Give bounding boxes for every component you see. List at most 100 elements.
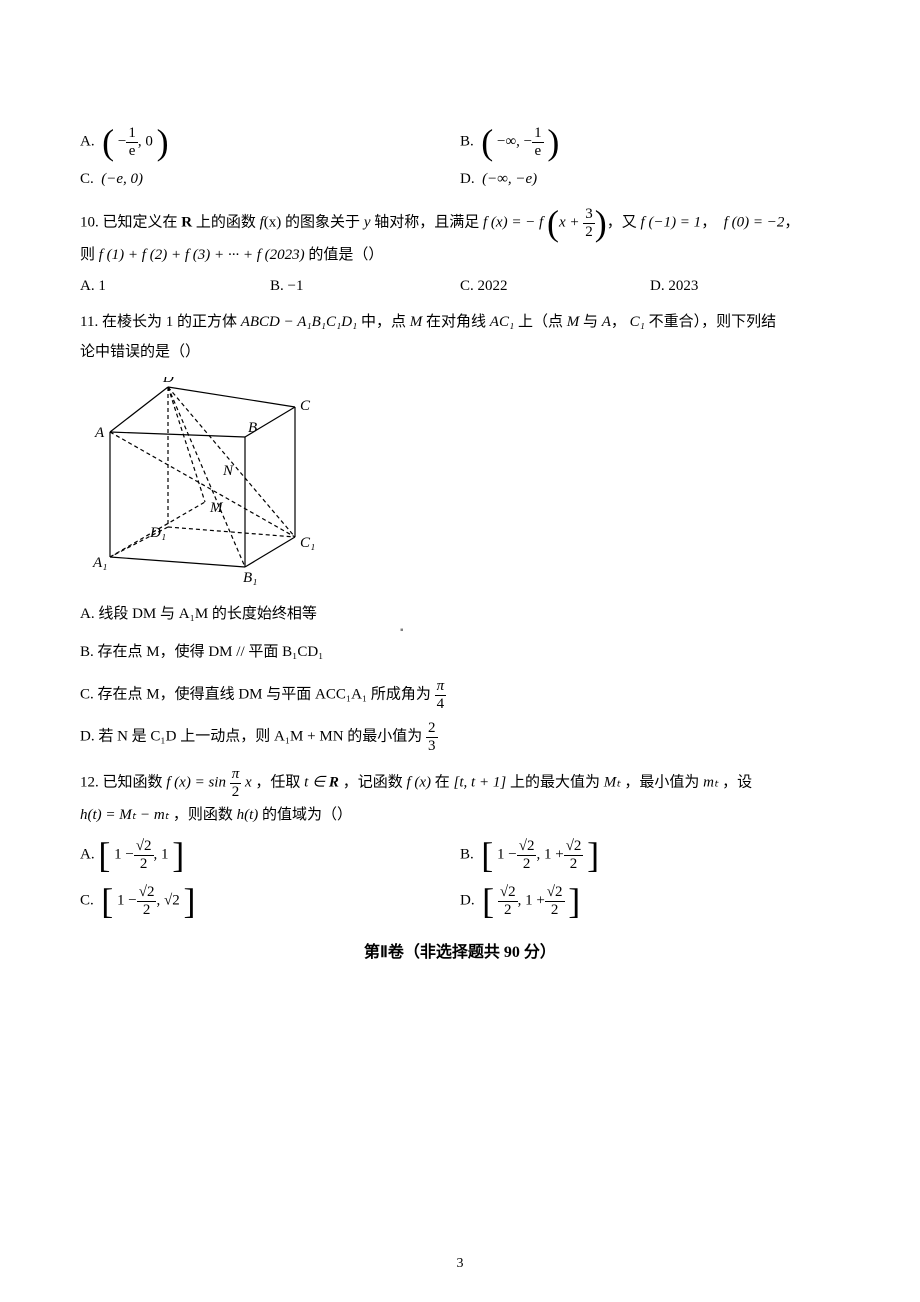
- q10-opt-c: C. 2022: [460, 278, 650, 295]
- q10-options: A. 1 B. −1 C. 2022 D. 2023: [80, 278, 840, 295]
- t2: 上的函数: [196, 214, 256, 230]
- t3: 的图象关于: [285, 214, 360, 230]
- t1: 已知函数: [103, 774, 163, 790]
- t4: 上（点: [518, 314, 563, 330]
- xp: (x): [264, 214, 282, 230]
- R: R: [181, 214, 192, 230]
- c2: f (0) = −2: [724, 214, 785, 230]
- label: D.: [460, 171, 475, 187]
- q9-opt-b: B. ( −∞, −1e ): [460, 125, 840, 159]
- paren-right: ): [547, 128, 559, 157]
- label: C.: [80, 171, 94, 187]
- t9: 的值域为（）: [262, 807, 352, 823]
- t2: 中，点: [361, 314, 406, 330]
- neg: −: [118, 133, 126, 149]
- q9-row-cd: C. (−e, 0) D. (−∞, −e): [80, 171, 840, 188]
- section-2-title: 第Ⅱ卷（非选择题共 90 分）: [80, 938, 840, 962]
- q12-row-cd: C. [ 1 −√22, √2 ] D. [ √22, 1 +√22 ]: [80, 884, 840, 918]
- frac: π2: [230, 766, 242, 800]
- paren-right: ): [157, 128, 169, 157]
- t7: ，设: [722, 774, 752, 790]
- q9-opt-d: D. (−∞, −e): [460, 171, 840, 188]
- mt: mₜ: [703, 774, 718, 790]
- t9: 的值是（）: [308, 247, 383, 263]
- q12-stem: 12. 已知函数 f (x) = sin π2 x ，任取 t ∈ R ，记函数…: [80, 766, 840, 830]
- q9-opt-a: A. ( −1e, 0 ): [80, 125, 460, 159]
- q9-opt-c: C. (−e, 0): [80, 171, 460, 188]
- t1: 已知定义在: [103, 214, 178, 230]
- frac: 32: [583, 206, 595, 240]
- y: y: [364, 214, 371, 230]
- pl: (: [547, 209, 559, 238]
- q11-opt-b: B. 存在点 M，使得 DM // 平面 B₁CD₁: [80, 640, 840, 664]
- sum: f (1) + f (2) + f (3) + ··· + f (2023): [99, 247, 305, 263]
- expr: (−e, 0): [101, 171, 143, 187]
- t5: ，又: [607, 214, 637, 230]
- t7: ，: [784, 214, 799, 230]
- t4: 轴对称，且满足: [374, 214, 479, 230]
- M: M: [410, 314, 423, 330]
- diag: AC₁: [490, 314, 514, 330]
- q9-row-ab: A. ( −1e, 0 ) B. ( −∞, −1e ): [80, 125, 840, 159]
- q11-stem: 11. 在棱长为 1 的正方体 ABCD − A₁B₁C₁D₁ 中，点 M 在对…: [80, 307, 840, 367]
- t3: 在对角线: [426, 314, 486, 330]
- q12-opt-c: C. [ 1 −√22, √2 ]: [80, 884, 460, 918]
- num: 11.: [80, 314, 98, 330]
- q12-opt-d: D. [ √22, 1 +√22 ]: [460, 884, 840, 918]
- cube: ABCD − A₁B₁C₁D₁: [241, 314, 358, 330]
- t5: 与: [583, 314, 598, 330]
- svg-text:N: N: [222, 463, 234, 479]
- t3: ，记函数: [343, 774, 403, 790]
- svg-text:A: A: [94, 425, 105, 441]
- q10-opt-d: D. 2023: [650, 278, 840, 295]
- t2: ，任取: [255, 774, 300, 790]
- t8: ，则函数: [173, 807, 233, 823]
- prefix: −∞, −: [497, 133, 532, 149]
- C1: C₁: [630, 314, 645, 330]
- t1: 在棱长为 1 的正方体: [102, 314, 237, 330]
- label: A.: [80, 133, 95, 149]
- q10-opt-b: B. −1: [270, 278, 460, 295]
- expr: (−∞, −e): [482, 171, 537, 187]
- c1: f (−1) = 1: [641, 214, 702, 230]
- t6: ，最小值为: [624, 774, 699, 790]
- q11-opt-a: A. 线段 DM 与 A₁M 的长度始终相等: [80, 602, 840, 626]
- paren-left: (: [102, 128, 114, 157]
- tR: t ∈ R: [304, 774, 339, 790]
- svg-text:D₁: D₁: [149, 525, 166, 541]
- cube-svg: DCABNMD₁A₁B₁C₁: [90, 377, 330, 587]
- lhs: f (x) = − f: [483, 214, 543, 230]
- svg-text:D: D: [162, 377, 174, 386]
- suffix: , 0: [138, 133, 153, 149]
- frac: 1e: [126, 125, 138, 159]
- svg-text:M: M: [209, 500, 224, 516]
- q12-opt-a: A. [ 1 −√22, 1 ]: [80, 838, 460, 872]
- t6: ，: [611, 314, 626, 330]
- t8: 论中错误的是（）: [80, 344, 200, 360]
- q12-row-ab: A. [ 1 −√22, 1 ] B. [ 1 −√22, 1 +√22 ]: [80, 838, 840, 872]
- fxpre: f (x) = sin: [166, 774, 226, 790]
- q11-figure: DCABNMD₁A₁B₁C₁: [90, 377, 840, 592]
- t5: 上的最大值为: [510, 774, 600, 790]
- num: 12.: [80, 774, 99, 790]
- t8: 则: [80, 247, 95, 263]
- frac: 1e: [532, 125, 544, 159]
- page-number: 3: [457, 1256, 464, 1272]
- M2: M: [567, 314, 580, 330]
- fx2: f (x): [406, 774, 431, 790]
- paren-left: (: [481, 128, 493, 157]
- q10-stem: 10. 已知定义在 R 上的函数 f(x) 的图象关于 y 轴对称，且满足 f …: [80, 206, 840, 270]
- Mt: Mₜ: [604, 774, 621, 790]
- svg-text:A₁: A₁: [92, 555, 107, 571]
- num: 10.: [80, 214, 99, 230]
- svg-text:C: C: [300, 398, 311, 414]
- svg-text:B: B: [248, 420, 257, 436]
- htdef: h(t) = Mₜ − mₜ: [80, 807, 169, 823]
- q12-opt-b: B. [ 1 −√22, 1 +√22 ]: [460, 838, 840, 872]
- dot-mark-icon: ▪: [400, 625, 404, 636]
- svg-text:B₁: B₁: [243, 570, 257, 586]
- A: A: [602, 314, 611, 330]
- ht: h(t): [237, 807, 259, 823]
- t4: 在: [435, 774, 450, 790]
- label: B.: [460, 133, 474, 149]
